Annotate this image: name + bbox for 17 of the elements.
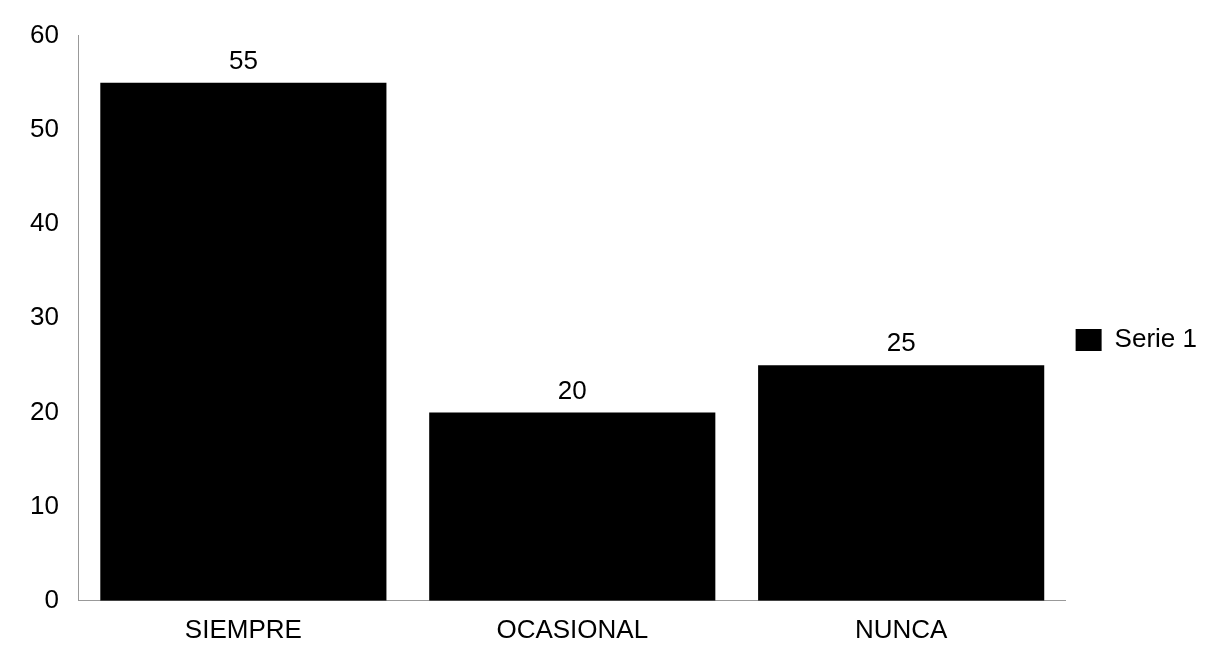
legend-label: Serie 1: [1114, 323, 1198, 354]
data-label: 25: [886, 327, 916, 358]
bar: [100, 82, 387, 601]
y-tick-label: 50: [30, 112, 59, 143]
x-tick-label: OCASIONAL: [496, 613, 649, 644]
x-tick-label: NUNCA: [854, 613, 949, 644]
y-tick-label: 60: [30, 18, 59, 49]
y-tick-label: 30: [30, 301, 59, 332]
y-tick-label: 20: [30, 395, 59, 426]
y-tick-label: 10: [30, 489, 59, 520]
data-label: 20: [557, 374, 587, 405]
bar: [429, 412, 716, 601]
y-tick-label: 0: [44, 583, 59, 614]
y-tick-label: 40: [30, 207, 59, 238]
data-label: 55: [228, 44, 258, 75]
x-tick-label: SIEMPRE: [184, 613, 302, 644]
bar: [758, 365, 1045, 601]
